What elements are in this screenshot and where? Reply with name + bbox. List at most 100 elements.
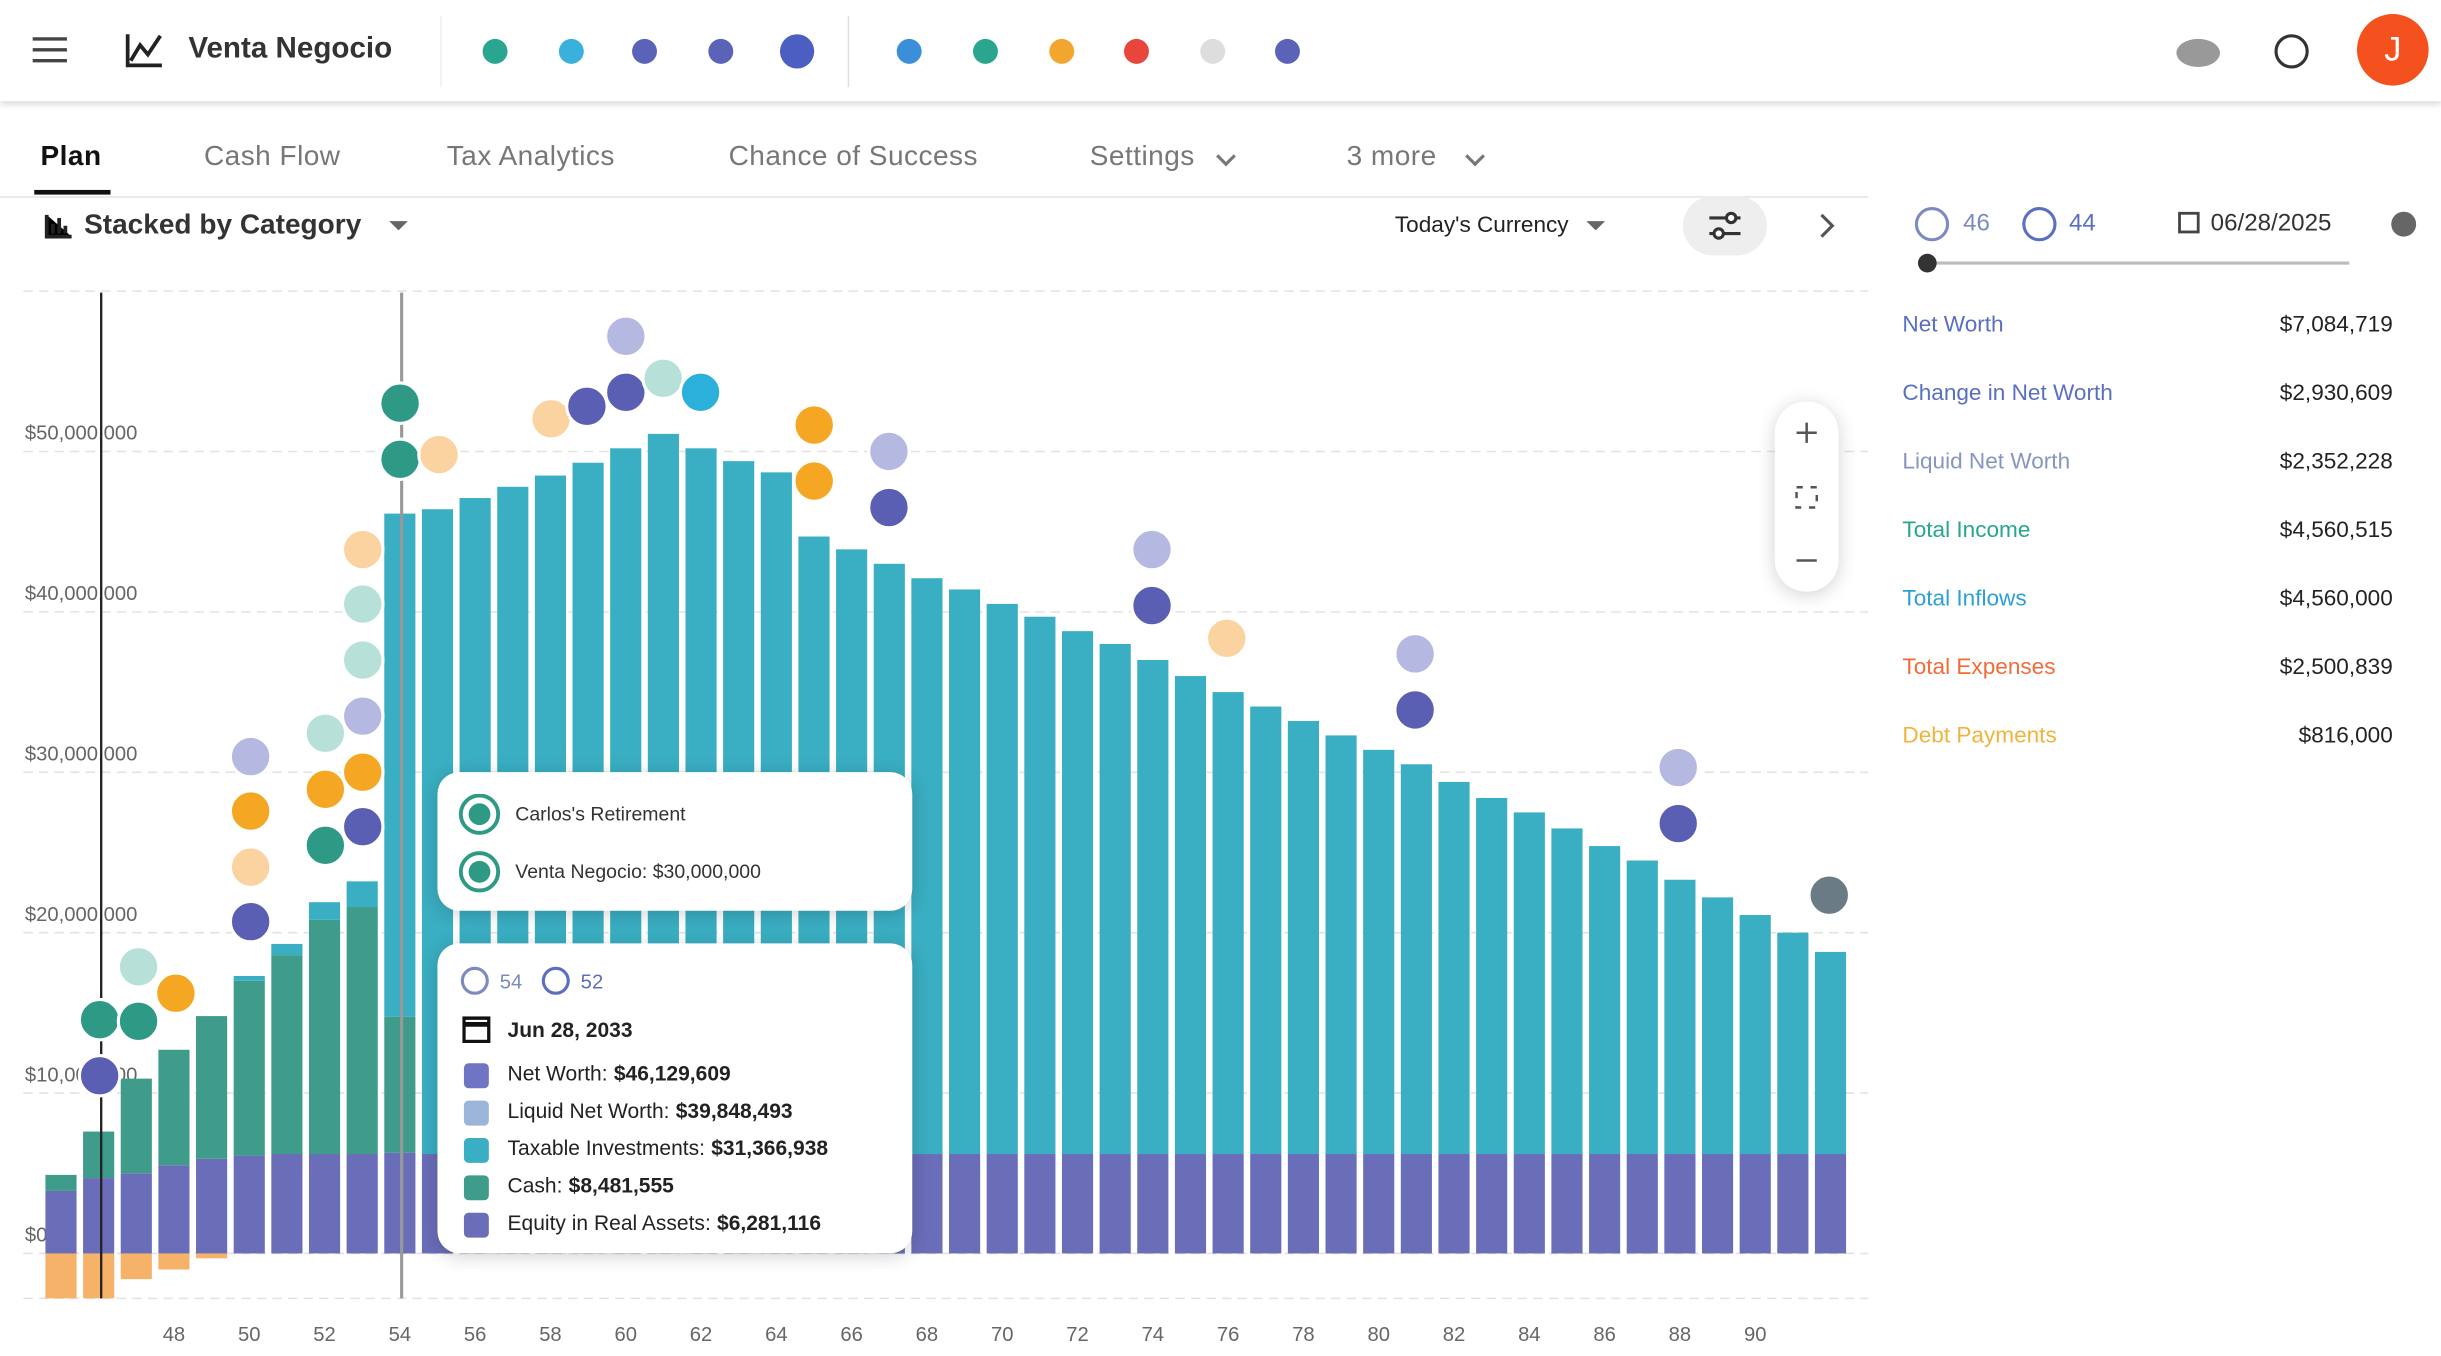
swatch	[464, 1063, 489, 1088]
bar-segment	[1514, 1154, 1545, 1253]
tooltip-date: Jun 28, 2033	[508, 1018, 633, 1041]
bar-segment	[45, 1253, 76, 1298]
bar-segment	[1627, 1154, 1658, 1253]
age: 46	[1963, 210, 1990, 238]
cloud-icon[interactable]	[2176, 39, 2220, 67]
stat-value: $7,084,719	[2280, 313, 2393, 338]
bar-segment	[384, 514, 415, 1017]
bar-segment	[1288, 1154, 1319, 1253]
event-tooltip: Carlos's Retirement Venta Negocio: $30,0…	[437, 772, 912, 911]
bar-segment	[1777, 933, 1808, 1154]
bar-segment	[309, 920, 340, 1154]
stat-label: Total Income	[1902, 518, 2030, 543]
x-tick-label: 86	[1593, 1324, 1616, 1346]
x-tick-label: 90	[1744, 1324, 1767, 1346]
y-tick-label: $50,000,000	[25, 423, 137, 445]
y-tick-label: $20,000,000	[25, 904, 137, 926]
bar-segment	[83, 1132, 114, 1179]
x-tick-label: 76	[1217, 1324, 1240, 1346]
x-tick-label: 50	[238, 1324, 261, 1346]
bar-segment	[196, 1016, 227, 1159]
bar-segment	[1702, 897, 1733, 1154]
stat-value: $4,560,000	[2280, 587, 2393, 612]
bar-segment	[309, 902, 340, 920]
bar-segment	[271, 955, 302, 1154]
avatar[interactable]: J	[2357, 14, 2429, 86]
settings-icon[interactable]	[2391, 212, 2416, 237]
bar-segment	[309, 1154, 340, 1253]
bar-segment	[83, 1253, 114, 1298]
bar-segment	[1024, 1154, 1055, 1253]
swatch	[464, 1175, 489, 1200]
bar-segment	[347, 907, 378, 1154]
bar-segment	[1815, 952, 1846, 1154]
y-tick-label: $10,000,000	[25, 1064, 137, 1086]
bar-segment	[1702, 1154, 1733, 1253]
x-tick-label: 78	[1292, 1324, 1315, 1346]
x-tick-label: 52	[313, 1324, 336, 1346]
row-label: Equity in Real Assets:	[508, 1211, 711, 1234]
bar-segment	[384, 1153, 415, 1254]
bar-segment	[987, 1154, 1018, 1253]
bar-segment	[384, 1017, 415, 1153]
bar-segment	[1326, 1154, 1357, 1253]
zoom-control	[1775, 402, 1839, 592]
bar-segment	[1137, 660, 1168, 1154]
y-tick-label: $30,000,000	[25, 744, 137, 766]
slider-handle[interactable]	[1918, 254, 1937, 273]
bar-segment	[1100, 644, 1131, 1154]
bar-segment	[234, 1156, 265, 1254]
x-tick-label: 74	[1142, 1324, 1165, 1346]
bar-segment	[271, 944, 302, 955]
bar-segment	[949, 1154, 980, 1253]
stat-label: Liquid Net Worth	[1902, 450, 2070, 475]
hover-tooltip: 54 52 Jun 28, 2033 Net Worth:$46,129,609…	[437, 943, 912, 1253]
bar-segment	[1250, 707, 1281, 1154]
bar-segment	[1288, 721, 1319, 1154]
bar-segment	[347, 1154, 378, 1253]
tooltip-row: Equity in Real Assets: $6,281,116	[508, 1211, 822, 1234]
zoom-in[interactable]	[1797, 423, 1817, 443]
bar-segment	[158, 1253, 189, 1269]
bar-segment	[1476, 1154, 1507, 1253]
bar-segment	[1326, 735, 1357, 1154]
bar-segment	[1589, 846, 1620, 1154]
age: 54	[500, 970, 523, 993]
bar-segment	[196, 1159, 227, 1254]
bar-segment	[1627, 861, 1658, 1155]
bar-segment	[911, 1154, 942, 1253]
bar-segment	[347, 881, 378, 907]
bar-segment	[1100, 1154, 1131, 1253]
bar-segment	[45, 1191, 76, 1254]
bar-segment	[1438, 782, 1469, 1154]
row-value: $46,129,609	[614, 1062, 731, 1085]
tooltip-row: Taxable Investments:$31,366,938	[508, 1136, 829, 1159]
bar-segment	[1476, 798, 1507, 1154]
bar-segment	[1438, 1154, 1469, 1253]
stat-value: $2,500,839	[2280, 655, 2393, 680]
row-label: Taxable Investments:	[508, 1136, 705, 1159]
theme-icon[interactable]	[2276, 36, 2307, 67]
bar-segment	[1250, 1154, 1281, 1253]
bar-segment	[1175, 676, 1206, 1154]
row-label: Net Worth:	[508, 1062, 608, 1085]
y-tick-label: $40,000,000	[25, 583, 137, 605]
x-tick-label: 68	[916, 1324, 939, 1346]
bar-segment	[1401, 1154, 1432, 1253]
bar-segment	[1062, 631, 1093, 1154]
bar-segment	[949, 589, 980, 1154]
x-tick-label: 84	[1518, 1324, 1541, 1346]
tooltip-row: Liquid Net Worth:$39,848,493	[508, 1099, 793, 1122]
stat-value: $816,000	[2299, 724, 2393, 749]
x-tick-label: 48	[163, 1324, 186, 1346]
bar-segment	[1213, 1154, 1244, 1253]
bar-segment	[1175, 1154, 1206, 1253]
stat-label: Total Inflows	[1902, 587, 2026, 612]
bar-segment	[1363, 750, 1394, 1154]
age: 44	[2069, 210, 2096, 238]
x-tick-label: 58	[539, 1324, 562, 1346]
bar-segment	[1551, 828, 1582, 1154]
zoom-fit[interactable]	[1797, 487, 1817, 507]
row-value: $6,281,116	[717, 1211, 821, 1234]
bar-segment	[1740, 1154, 1771, 1253]
